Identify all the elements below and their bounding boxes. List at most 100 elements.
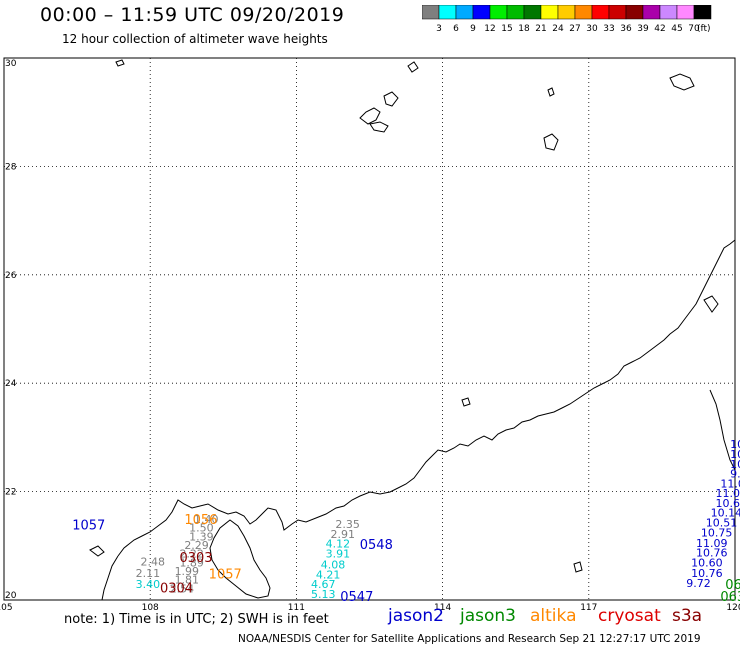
swh-label: 10.5 (730, 448, 740, 461)
swh-label: 1.50 (189, 522, 214, 535)
coastline (89, 59, 736, 601)
track-labels: 3.40 4.123.914.084.214.675.13 2.482.11 1.40… (72, 438, 740, 605)
colorbar-tick-label: 30 (586, 24, 598, 34)
island (383, 91, 399, 107)
swh-label: 11.02 (716, 487, 740, 500)
axis-tick-labels: 105 108 111 114 117 120 30 28 26 24 22 20 (0, 59, 740, 613)
footnote: note: 1) Time is in UTC; 2) SWH is in fe… (64, 612, 329, 627)
swh-label: 2.22 (179, 548, 204, 561)
swh-label: 4.21 (316, 568, 341, 581)
swh-label: 1.81 (175, 574, 200, 587)
map-title: 00:00 – 11:59 UTC 09/20/2019 (40, 4, 345, 26)
island (359, 107, 381, 125)
pass-time-label: 0548 (360, 538, 393, 553)
lon-tick-label: 105 (0, 603, 13, 613)
pass-time-label: 0635 (720, 590, 740, 605)
swh-label: 10.51 (706, 516, 738, 529)
island (669, 73, 695, 91)
pass-time-label: 0547 (340, 590, 373, 605)
swh-label: 4.08 (321, 559, 346, 572)
lat-tick-label: 26 (5, 271, 17, 281)
island (407, 61, 419, 73)
colorbar-tick-label: 24 (552, 24, 564, 34)
swh-label: 10.1 (730, 438, 740, 451)
swh-label: 11.02 (720, 477, 740, 490)
swh-label: 1.40 (194, 513, 219, 526)
legend-item-cryosat: cryosat (598, 606, 661, 626)
swh-label: 10.4 (730, 458, 740, 471)
swh-label: 10.65 (716, 497, 740, 510)
colorbar-swatch (693, 5, 712, 20)
swh-label: 4.67 (311, 578, 336, 591)
colorbar-tick-label: 33 (603, 24, 614, 34)
lat-tick-label: 24 (5, 379, 17, 389)
legend-item-s3a: s3a (672, 606, 703, 626)
island (543, 133, 559, 151)
colorbar-tick-label: 21 (535, 24, 546, 34)
swh-label: 2.48 (140, 555, 165, 568)
swh-label: 2.11 (136, 567, 161, 580)
colorbar-tick-label: 27 (569, 24, 580, 34)
colorbar-tick-label: 39 (637, 24, 649, 34)
coastline-taiwan (709, 389, 736, 471)
map-subtitle: 12 hour collection of altimeter wave hei… (62, 32, 328, 46)
swh-label: 10.75 (701, 527, 733, 540)
swh-label: 1.89 (179, 556, 204, 569)
colorbar-unit: (ft) (697, 24, 711, 34)
coastline-mainland (117, 239, 736, 557)
legend-item-jason3: jason3 (460, 606, 516, 626)
swh-label: 2.35 (335, 518, 360, 531)
map-frame (3, 57, 736, 601)
swh-label: 1.39 (189, 530, 214, 543)
pass-time-label: 1057 (72, 519, 105, 534)
colorbar-tick-label: 6 (453, 24, 459, 34)
legend-item-jason2: jason2 (388, 606, 444, 626)
pass-time-label: 1056 (184, 513, 217, 528)
island (89, 545, 105, 557)
swh-label: 9.72 (686, 577, 711, 590)
colorbar-tick-label: 3 (436, 24, 442, 34)
swh-label: 4.12 (326, 537, 351, 550)
swh-label: 3.40 (136, 578, 161, 591)
colorbar-tick-label: 15 (501, 24, 512, 34)
island (369, 121, 389, 133)
swh-label: 10.14 (711, 507, 740, 520)
swh-label: 9.94 (730, 468, 740, 481)
island (547, 87, 555, 97)
pass-time-label: 0636 (725, 578, 740, 593)
colorbar-tick-label: 45 (671, 24, 682, 34)
lat-tick-label: 20 (5, 591, 17, 601)
lon-tick-label: 114 (434, 603, 451, 613)
island (703, 295, 719, 313)
lon-tick-label: 108 (142, 603, 159, 613)
colorbar-tick-label: 12 (484, 24, 495, 34)
lat-tick-label: 30 (5, 59, 17, 69)
swh-label: 2.54 (170, 582, 195, 595)
pass-time-label: 0304 (160, 581, 193, 596)
colorbar-tick-label: 42 (654, 24, 665, 34)
coastline-hainan (209, 519, 271, 599)
lon-tick-label: 120 (726, 603, 740, 613)
coastline-vietnam (101, 555, 119, 601)
swh-label: 10.60 (691, 556, 723, 569)
island (461, 397, 471, 407)
colorbar-tick-label: 70 (688, 24, 700, 34)
swh-label: 1.99 (175, 565, 200, 578)
credit-line: NOAA/NESDIS Center for Satellite Applica… (238, 633, 701, 645)
wave-height-colorbar: 3 6 9 12 15 18 21 24 27 30 33 36 39 42 45 70(ft) (422, 5, 712, 34)
swh-label: 3.91 (326, 548, 351, 561)
pass-time-label: 0303 (179, 551, 212, 566)
colorbar-tick-label: 36 (620, 24, 632, 34)
colorbar-tick-label: 9 (470, 24, 476, 34)
lat-tick-label: 28 (5, 162, 17, 172)
swh-label: 2.29 (184, 539, 209, 552)
swh-label: 2.91 (331, 528, 356, 541)
swh-label: 11.09 (696, 537, 728, 550)
swh-label: 10.76 (696, 547, 728, 560)
lon-tick-label: 111 (288, 603, 305, 613)
pass-time-label: 1057 (209, 567, 242, 582)
lat-tick-label: 22 (5, 488, 16, 498)
lon-tick-label: 117 (580, 603, 597, 613)
colorbar-tick-label: 18 (518, 24, 530, 34)
